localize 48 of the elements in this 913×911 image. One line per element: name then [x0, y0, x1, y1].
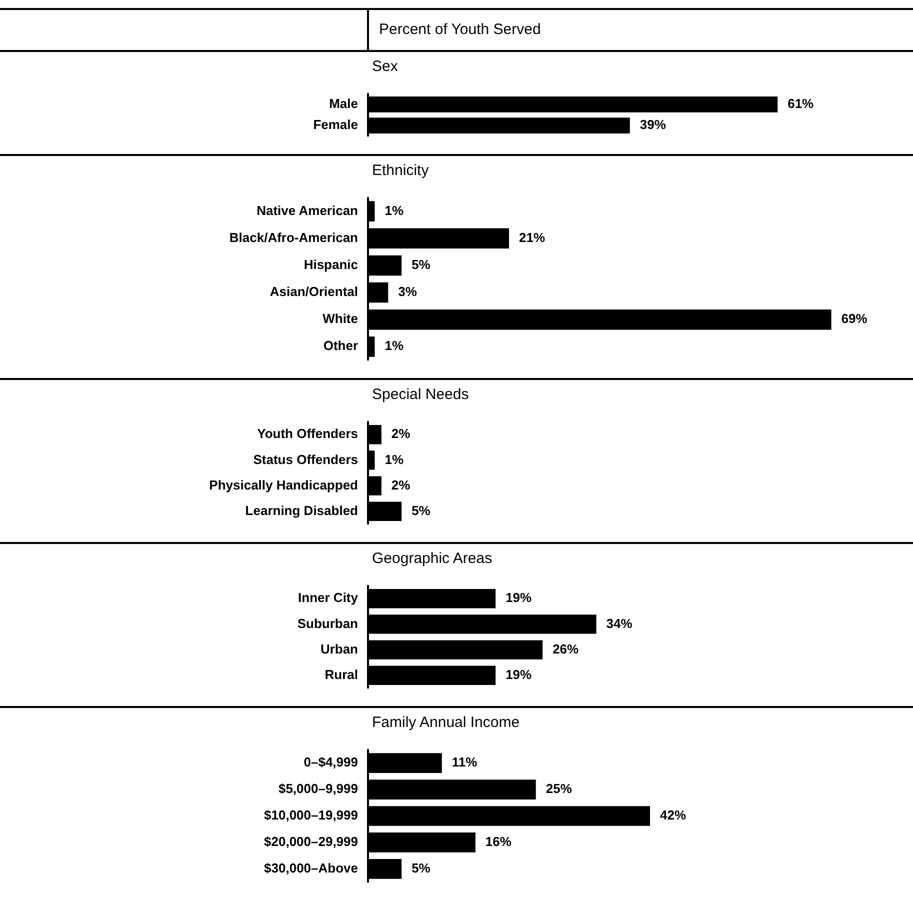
y-tick-label: Status Offenders — [253, 452, 358, 467]
data-label: 11% — [452, 754, 478, 770]
data-label: 5% — [412, 860, 431, 876]
data-label: 39% — [640, 117, 666, 132]
text: Percent of Youth Served — [378, 20, 541, 40]
chart-title: Family Annual Income — [372, 713, 520, 731]
y-tick-label: Black/Afro-American — [229, 230, 358, 245]
data-label: 69% — [841, 311, 868, 326]
y-tick-label: White — [322, 311, 358, 326]
y-tick-label: $30,000–Above — [264, 860, 358, 876]
y-tick-label: Learning Disabled — [245, 502, 358, 518]
data-label: 3% — [398, 284, 418, 300]
y-tick-label: $20,000–29,999 — [264, 834, 358, 850]
chart-title: Special Needs — [372, 385, 469, 403]
y-tick-label: Physically Handicapped — [209, 477, 358, 492]
data-label: 19% — [506, 590, 532, 606]
y-tick-label: 0–$4,999 — [304, 754, 358, 770]
data-label: 34% — [606, 616, 633, 631]
data-label: 2% — [391, 477, 411, 492]
y-tick-label: Asian/Oriental — [270, 284, 358, 300]
data-label: 5% — [412, 502, 431, 518]
data-label: 2% — [391, 426, 411, 442]
y-tick-label: $10,000–19,999 — [264, 808, 358, 823]
chart-title: Sex — [372, 57, 398, 75]
y-tick-label: $5,000–9,999 — [278, 781, 358, 796]
y-tick-label: Suburban — [297, 616, 358, 631]
data-label: 19% — [506, 666, 532, 682]
data-label: 1% — [384, 338, 404, 354]
data-label: 1% — [384, 202, 404, 218]
data-label: 16% — [485, 834, 512, 850]
chart-title: Geographic Areas — [372, 549, 492, 567]
y-tick-label: Hispanic — [304, 257, 358, 272]
data-label: 5% — [412, 257, 431, 272]
y-tick-label: Youth Offenders — [257, 426, 358, 442]
data-label: 61% — [788, 96, 814, 111]
data-label: 42% — [660, 808, 686, 823]
data-label: 26% — [552, 641, 580, 656]
y-tick-label: Male — [329, 96, 358, 111]
y-tick-label: Urban — [320, 641, 358, 656]
y-tick-label: Rural — [324, 666, 358, 682]
data-label: 21% — [519, 230, 546, 245]
data-label: 25% — [546, 781, 572, 796]
y-tick-label: Native American — [256, 202, 358, 218]
y-tick-label: Other — [323, 338, 358, 354]
y-tick-label: Inner City — [298, 590, 359, 606]
chart-title: Ethnicity — [372, 161, 429, 179]
y-tick-label: Female — [313, 117, 358, 132]
data-label: 1% — [384, 452, 404, 467]
